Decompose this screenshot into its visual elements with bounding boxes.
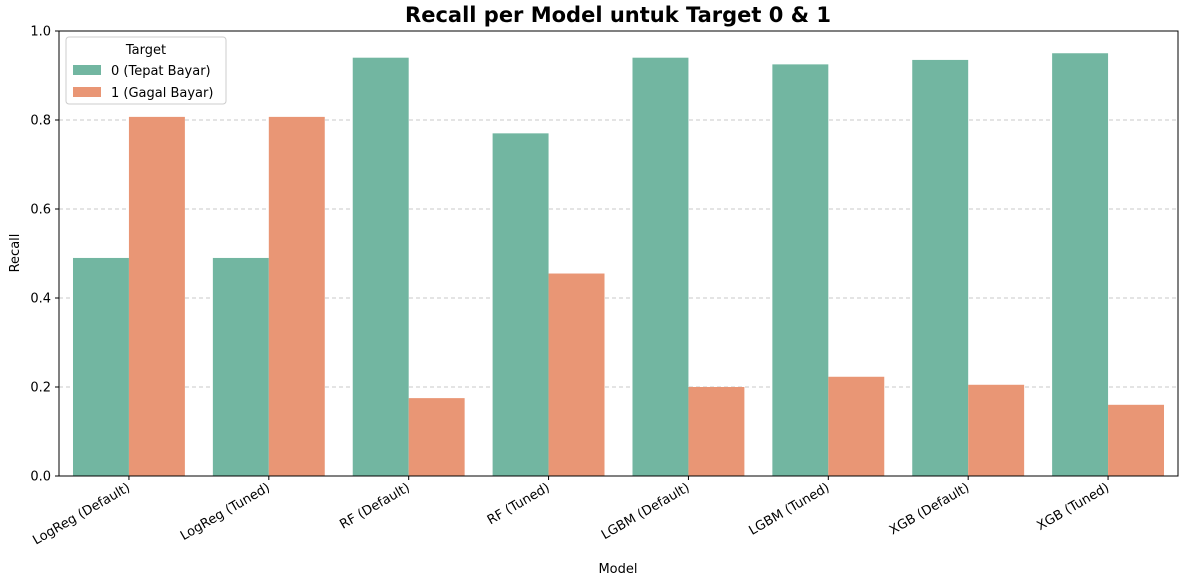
legend: Target 0 (Tepat Bayar) 1 (Gagal Bayar) — [65, 36, 227, 105]
legend-box — [65, 36, 227, 105]
bar-target-0 — [492, 133, 549, 476]
x-axis-label: Model — [598, 562, 637, 577]
bar-target-0 — [912, 59, 969, 477]
legend-swatch — [73, 87, 101, 97]
bar-target-0 — [1052, 53, 1109, 476]
legend-label: 0 (Tepat Bayar) — [111, 64, 211, 79]
legend-label: 1 (Gagal Bayar) — [111, 86, 213, 101]
y-tick-label: 0.4 — [30, 292, 51, 307]
bar-target-0 — [212, 257, 269, 476]
legend-title: Target — [125, 43, 166, 58]
y-tick-label: 0.6 — [30, 203, 51, 218]
y-tick-label: 0.0 — [30, 470, 51, 485]
bar-target-0 — [772, 64, 829, 476]
bar-target-1 — [128, 116, 185, 476]
plot-frame — [58, 30, 1179, 477]
y-tick-label: 0.8 — [30, 114, 51, 129]
bar-target-0 — [632, 57, 689, 476]
bar-target-1 — [548, 273, 605, 476]
y-axis-label: Recall — [8, 234, 23, 273]
chart-title: Recall per Model untuk Target 0 & 1 — [405, 3, 831, 27]
y-tick-label: 0.2 — [30, 381, 51, 396]
bar-target-1 — [268, 116, 325, 476]
bar-target-1 — [1108, 404, 1165, 476]
bar-target-0 — [352, 57, 409, 476]
y-tick-label: 1.0 — [30, 25, 51, 40]
bar-target-1 — [968, 384, 1025, 476]
bar-target-1 — [828, 376, 885, 476]
legend-swatch — [73, 65, 101, 75]
bar-target-1 — [408, 398, 465, 476]
bar-target-1 — [688, 387, 745, 476]
bars-layer — [72, 53, 1165, 477]
bar-target-0 — [72, 257, 129, 476]
